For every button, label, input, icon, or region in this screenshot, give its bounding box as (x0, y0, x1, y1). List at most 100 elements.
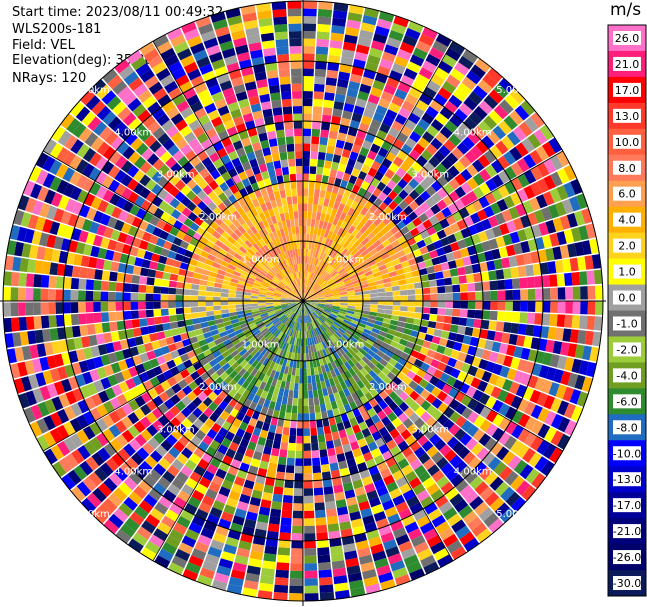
velocity-gate (325, 303, 333, 306)
velocity-gate (392, 301, 401, 306)
velocity-gate (101, 322, 111, 333)
velocity-gate (466, 424, 479, 437)
velocity-gate (352, 219, 360, 228)
velocity-gate (491, 427, 505, 442)
velocity-gate (510, 162, 524, 177)
velocity-gate (574, 344, 585, 359)
velocity-gate (425, 143, 438, 156)
velocity-gate (411, 269, 421, 278)
velocity-gate (310, 302, 318, 305)
velocity-gate (556, 168, 570, 184)
velocity-gate (436, 390, 448, 402)
velocity-gate (316, 38, 330, 48)
velocity-gate (85, 302, 94, 313)
velocity-gate (300, 315, 303, 324)
velocity-gate (359, 29, 374, 40)
velocity-gate (512, 126, 527, 142)
velocity-gate (341, 535, 355, 546)
velocity-gate (309, 412, 316, 421)
velocity-gate (325, 275, 333, 282)
velocity-gate (530, 166, 543, 181)
velocity-gate (70, 313, 80, 326)
velocity-gate (333, 234, 341, 243)
velocity-gate (423, 528, 438, 541)
velocity-gate (510, 395, 523, 409)
velocity-gate (437, 414, 449, 426)
velocity-gate (298, 338, 302, 346)
velocity-gate (508, 333, 518, 346)
velocity-gate (468, 111, 483, 126)
velocity-gate (466, 318, 475, 328)
velocity-gate (347, 225, 356, 235)
velocity-gate (439, 126, 453, 139)
velocity-gate (340, 296, 348, 299)
velocity-gate (424, 259, 434, 268)
velocity-gate (303, 465, 313, 474)
velocity-gate (292, 98, 302, 107)
velocity-gate (458, 275, 468, 284)
velocity-gate (510, 192, 522, 206)
velocity-gate (498, 417, 511, 431)
velocity-gate (403, 231, 414, 241)
velocity-gate (405, 470, 418, 483)
velocity-gate (310, 367, 315, 376)
velocity-gate (63, 314, 72, 327)
velocity-gate (493, 331, 504, 343)
velocity-gate (520, 301, 528, 312)
velocity-gate (333, 274, 341, 281)
velocity-gate (565, 301, 573, 314)
velocity-gate (323, 322, 330, 329)
velocity-gate (450, 241, 460, 252)
velocity-gate (398, 381, 408, 391)
velocity-gate (343, 277, 351, 283)
velocity-gate (461, 420, 473, 433)
velocity-gate (419, 93, 433, 106)
velocity-gate (279, 532, 291, 541)
velocity-gate (376, 350, 385, 358)
velocity-gate (315, 509, 326, 519)
velocity-gate (100, 280, 109, 291)
velocity-gate (318, 316, 326, 323)
velocity-gate (364, 219, 373, 229)
velocity-gate (452, 301, 461, 309)
velocity-gate (304, 510, 315, 519)
velocity-gate (319, 591, 335, 601)
velocity-gate (455, 403, 467, 415)
velocity-gate (430, 301, 438, 308)
velocity-gate (368, 315, 377, 321)
velocity-gate (571, 271, 581, 286)
velocity-gate (330, 369, 337, 378)
velocity-gate (409, 227, 420, 237)
velocity-gate (485, 423, 498, 437)
velocity-gate (550, 397, 563, 413)
velocity-gate (315, 288, 323, 294)
velocity-gate (317, 304, 325, 308)
velocity-gate (307, 279, 311, 287)
velocity-gate (321, 341, 327, 349)
velocity-gate (392, 335, 402, 344)
velocity-gate (329, 168, 338, 178)
velocity-gate (303, 375, 308, 384)
velocity-gate (294, 383, 299, 391)
velocity-gate (300, 256, 303, 264)
velocity-gate (303, 315, 306, 324)
velocity-gate (492, 225, 503, 238)
velocity-gate (316, 251, 322, 259)
velocity-gate (343, 387, 351, 397)
velocity-gate (388, 358, 398, 367)
velocity-gate (354, 267, 363, 274)
velocity-gate (490, 386, 502, 399)
velocity-gate (312, 465, 322, 474)
velocity-gate (478, 433, 492, 447)
velocity-gate (339, 289, 347, 294)
velocity-gate (386, 76, 400, 89)
velocity-gate (327, 362, 334, 371)
velocity-gate (325, 296, 333, 299)
velocity-gate (490, 290, 498, 301)
velocity-gate (257, 590, 273, 600)
velocity-gate (303, 293, 306, 301)
velocity-gate (289, 578, 303, 586)
velocity-gate (543, 395, 556, 410)
velocity-gate (513, 370, 525, 384)
velocity-gate (319, 315, 327, 321)
